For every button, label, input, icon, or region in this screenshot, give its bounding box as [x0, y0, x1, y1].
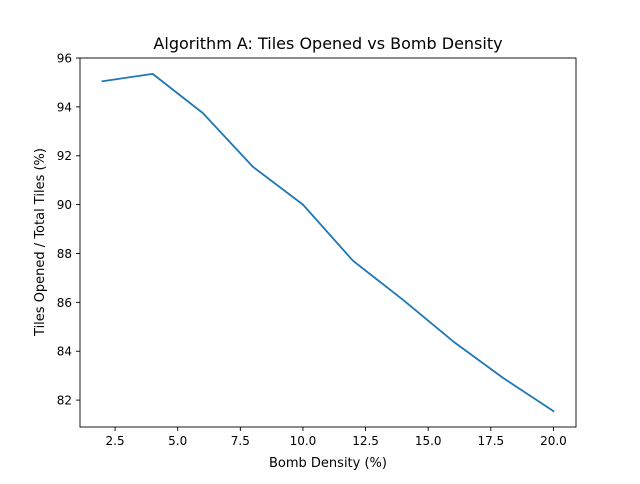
x-tick-label: 20.0: [540, 434, 567, 448]
y-tick-label: 82: [57, 394, 72, 408]
x-tick-label: 12.5: [352, 434, 379, 448]
x-tick-label: 5.0: [168, 434, 187, 448]
x-tick-label: 7.5: [231, 434, 250, 448]
x-tick-label: 10.0: [290, 434, 317, 448]
y-tick-label: 92: [57, 149, 72, 163]
series-line: [101, 72, 555, 413]
y-tick-label: 84: [57, 345, 72, 359]
y-tick-label: 96: [57, 52, 72, 66]
y-tick-label: 94: [57, 100, 72, 114]
x-tick-label: 15.0: [415, 434, 442, 448]
x-tick-label: 17.5: [477, 434, 504, 448]
chart-title: Algorithm A: Tiles Opened vs Bomb Densit…: [153, 34, 502, 53]
plot-background: [80, 58, 576, 427]
plot-frame: [79, 57, 577, 428]
series-layer: [101, 72, 555, 413]
x-axis-label: Bomb Density (%): [269, 456, 387, 471]
x-tick-label: 2.5: [106, 434, 125, 448]
y-tick-label: 88: [57, 247, 72, 261]
y-tick-label: 90: [57, 198, 72, 212]
x-axis-ticks: 2.5 5.0 7.5 10.0 12.5 15.0 17.5 20.0: [106, 427, 567, 448]
y-tick-label: 86: [57, 296, 72, 310]
y-axis-ticks: 82 84 86 88 90 92 94 96: [57, 52, 80, 408]
y-axis-label: Tiles Opened / Total Tiles (%): [33, 148, 48, 337]
